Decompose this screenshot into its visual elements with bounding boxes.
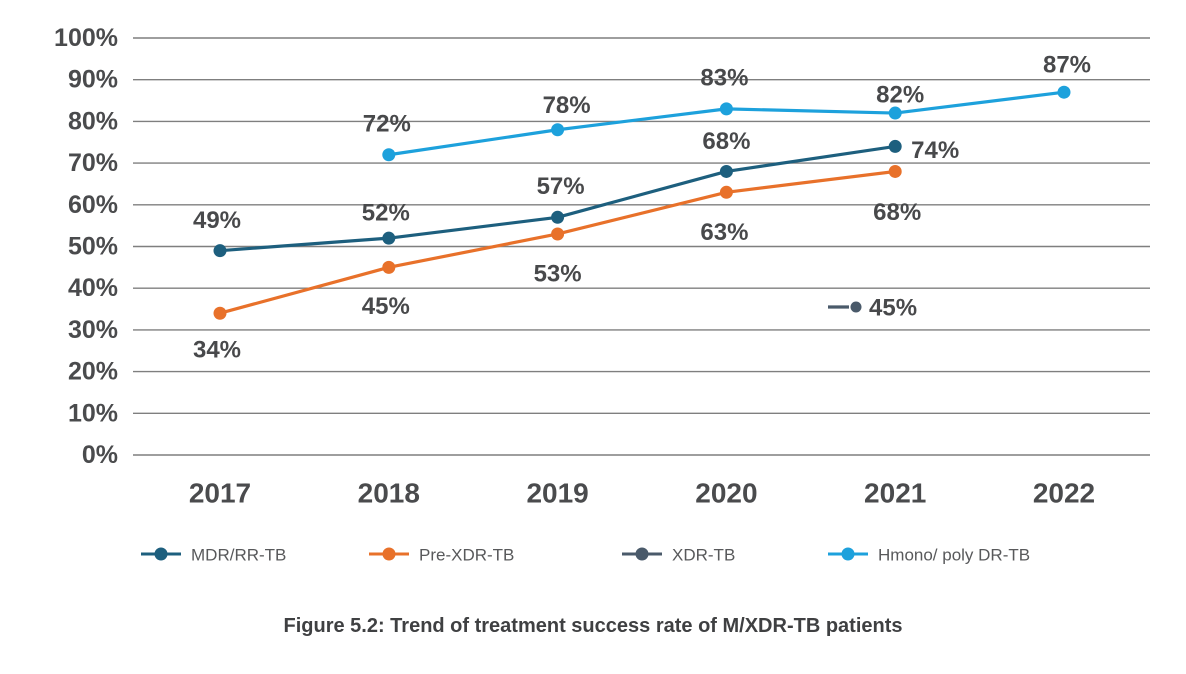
data-point [719,164,733,178]
series-pre-xdr-tb: 34% 45% 53% 63% 68% [193,164,921,364]
data-point [719,102,733,116]
x-axis-label-2020: 2020 [695,478,757,509]
data-label: 45% [362,293,410,320]
data-label: 52% [362,200,410,227]
data-label: 57% [537,173,585,200]
data-label: 87% [1043,52,1091,79]
data-point [382,260,396,274]
x-axis-label-2021: 2021 [864,478,926,509]
data-label: 68% [702,128,750,155]
x-axis-label-2017: 2017 [189,478,251,509]
data-label: 82% [876,82,924,109]
y-axis-tick-label: 50% [68,233,118,261]
y-axis-tick-label: 60% [68,191,118,219]
legend-label: Hmono/ poly DR-TB [878,546,1030,565]
y-axis-tick-label: 80% [68,107,118,135]
data-label: 63% [700,219,748,246]
data-point [551,210,565,224]
data-point [888,139,902,153]
series-hmono-poly-dr-tb: 72% 78% 83% 82% 87% [363,52,1091,162]
data-label: 53% [534,260,582,287]
data-label: 49% [193,207,241,234]
legend-label: XDR-TB [672,546,735,565]
legend-item-pre-xdr-tb: Pre-XDR-TB [369,546,514,565]
legend-item-xdr-tb: XDR-TB [622,546,735,565]
y-axis-tick-label: 10% [68,399,118,427]
data-point [213,306,227,320]
data-point [888,106,902,120]
data-point [382,148,396,162]
legend-marker-dot [154,547,168,561]
x-axis-label-2022: 2022 [1033,478,1095,509]
data-point [213,244,227,258]
legend-label: Pre-XDR-TB [419,546,514,565]
data-point [551,123,565,137]
x-axis-label-2018: 2018 [358,478,420,509]
data-label: 72% [363,110,411,137]
legend-marker-dot [841,547,855,561]
legend: MDR/RR-TB Pre-XDR-TB XDR-TB Hmono/ poly DR-… [141,546,1030,565]
x-axis-label-2019: 2019 [526,478,588,509]
data-label: 83% [700,64,748,91]
y-axis-tick-label: 40% [68,274,118,302]
series-mdr-rr-tb: 49% 52% 57% 68% 74% [193,128,959,258]
data-point [719,185,733,199]
y-axis-tick-label: 30% [68,316,118,344]
series-xdr-tb: 45% [828,295,917,322]
data-point [850,301,862,313]
data-point [551,227,565,241]
legend-marker-dot [635,547,649,561]
data-point [888,164,902,178]
data-label: 45% [869,295,917,322]
figure-caption: Figure 5.2: Trend of treatment success r… [283,615,903,637]
y-axis-tick-label: 90% [68,66,118,94]
y-axis-tick-label: 100% [54,24,118,52]
data-label: 68% [873,199,921,226]
data-label: 34% [193,337,241,364]
y-axis-tick-label: 20% [68,358,118,386]
legend-marker-dot [382,547,396,561]
data-label: 78% [543,92,591,119]
y-axis-tick-label: 70% [68,149,118,177]
legend-item-hmono-poly-dr-tb: Hmono/ poly DR-TB [828,546,1030,565]
y-axis-tick-label: 0% [82,441,118,469]
data-point [1057,85,1071,99]
legend-label: MDR/RR-TB [191,546,286,565]
legend-item-mdr-rr-tb: MDR/RR-TB [141,546,286,565]
data-label: 74% [911,137,959,164]
data-point [382,231,396,245]
